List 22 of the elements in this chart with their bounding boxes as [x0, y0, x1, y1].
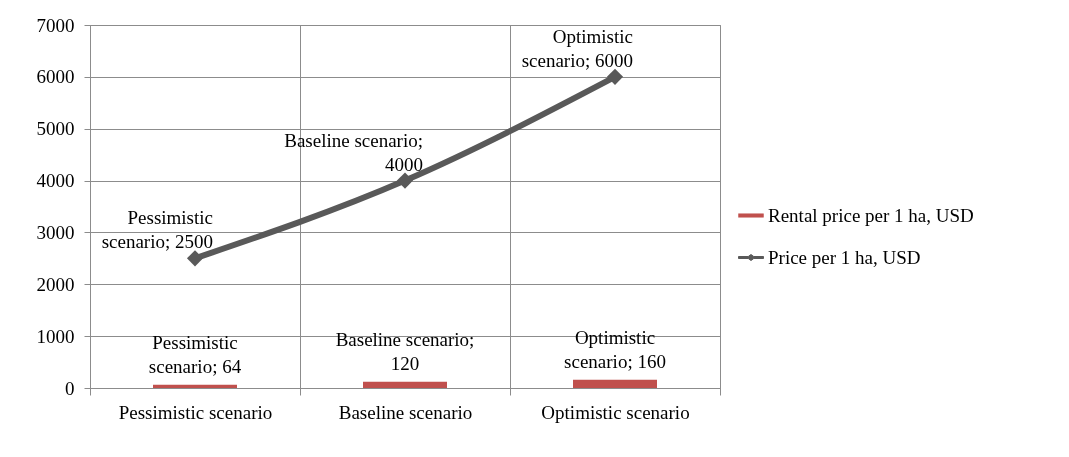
data-label: Baseline scenario; 4000 [284, 129, 423, 175]
data-label: Pessimistic scenario; 64 [148, 331, 242, 377]
y-tick-label: 6000 [36, 66, 75, 88]
point [396, 172, 414, 189]
y-tick-label: 5000 [36, 118, 75, 140]
data-label: Baseline scenario; 120 [335, 328, 475, 374]
legend-label: Price per 1 ha, USD [768, 246, 921, 268]
x-tick-label: Pessimistic scenario [118, 401, 273, 423]
point [606, 68, 624, 85]
data-label: Optimistic scenario; 6000 [521, 25, 633, 71]
data-label: Optimistic scenario; 160 [564, 326, 666, 372]
x-tick-label: Baseline scenario [338, 401, 473, 423]
point [186, 250, 204, 267]
y-tick-label: 1000 [36, 325, 75, 347]
y-tick-label: 0 [65, 377, 75, 399]
y-tick-label: 3000 [36, 221, 75, 243]
x-tick-label: Optimistic scenario [541, 401, 690, 423]
y-tick-label: 7000 [36, 14, 75, 36]
data-label: Pessimistic scenario; 2500 [101, 207, 213, 253]
legend-label: Rental price per 1 ha, USD [768, 204, 974, 226]
y-tick-label: 2000 [36, 273, 75, 295]
y-tick-label: 4000 [36, 170, 75, 192]
